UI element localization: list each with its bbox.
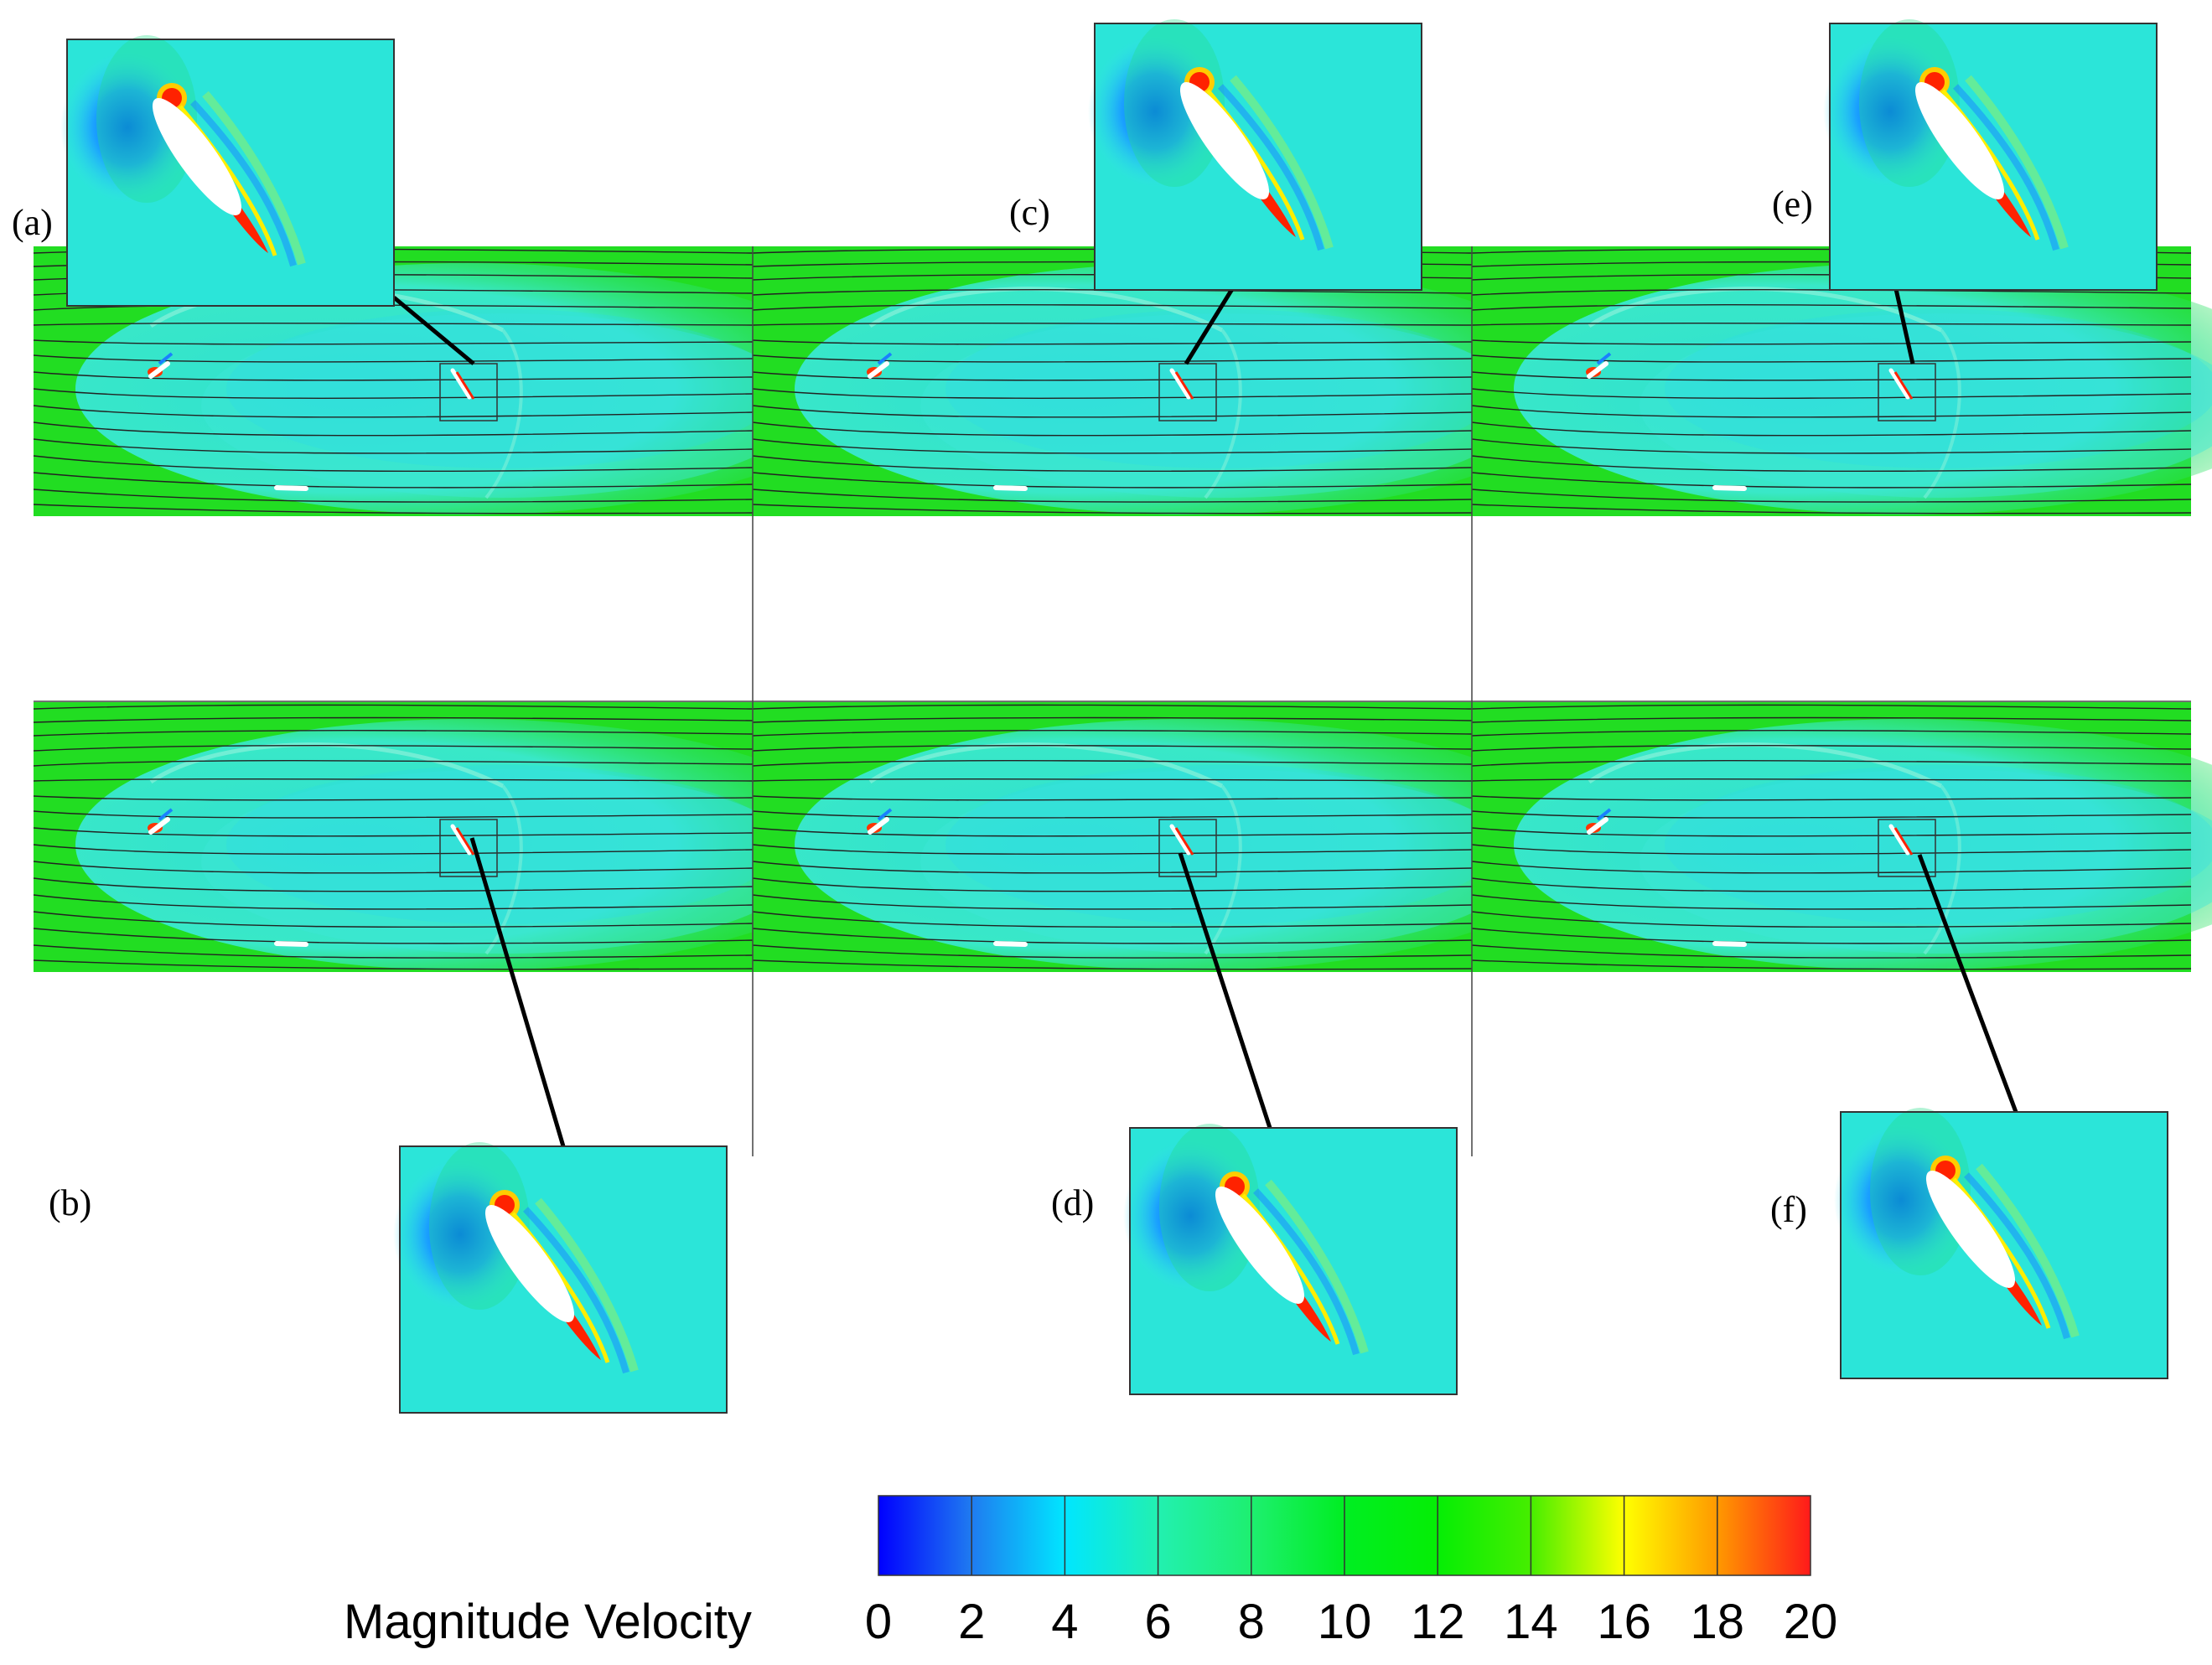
colorbar-tick-2: 2 — [958, 1595, 985, 1649]
flow-panel-a — [34, 246, 863, 655]
panel-label-a: (a) — [12, 202, 53, 243]
colorbar-tick-18: 18 — [1691, 1595, 1745, 1649]
inset-leader-lines — [392, 287, 2018, 1147]
flow-panel-d — [753, 702, 1583, 1111]
colorbar-tick-8: 8 — [1238, 1595, 1265, 1649]
panel-label-d: (d) — [1051, 1182, 1094, 1223]
colorbar-tick-14: 14 — [1504, 1595, 1558, 1649]
inset-a — [60, 35, 394, 306]
panel-label-e: (e) — [1772, 184, 1813, 225]
flow-panel-f — [1472, 702, 2212, 1111]
panel-label-f: (f) — [1770, 1189, 1807, 1230]
flow-panel-e — [1472, 246, 2212, 655]
colorbar-tick-10: 10 — [1318, 1595, 1372, 1649]
colorbar-ticks: 0 2 4 6 8 10 12 14 16 18 20 — [865, 1595, 1837, 1649]
panel-label-c: (c) — [1009, 192, 1050, 233]
colorbar-tick-16: 16 — [1597, 1595, 1651, 1649]
inset-c — [1088, 19, 1422, 290]
panel-dividers — [34, 246, 2191, 1156]
inset-e — [1823, 19, 2157, 290]
colorbar-tick-20: 20 — [1784, 1595, 1838, 1649]
inset-f — [1834, 1108, 2168, 1378]
colorbar-tick-6: 6 — [1144, 1595, 1171, 1649]
colorbar: 0 2 4 6 8 10 12 14 16 18 20 Magnitude Velocity — [344, 1495, 1837, 1649]
colorbar-tick-12: 12 — [1411, 1595, 1465, 1649]
inset-d — [1123, 1124, 1457, 1394]
inset-b — [393, 1142, 727, 1413]
colorbar-dividers — [971, 1496, 1718, 1575]
colorbar-tick-4: 4 — [1051, 1595, 1078, 1649]
flow-panel-c — [753, 246, 1583, 655]
flow-panel-b — [34, 702, 863, 1111]
colorbar-tick-0: 0 — [865, 1595, 892, 1649]
colorbar-title: Magnitude Velocity — [344, 1595, 752, 1649]
panel-label-b: (b) — [49, 1182, 91, 1223]
